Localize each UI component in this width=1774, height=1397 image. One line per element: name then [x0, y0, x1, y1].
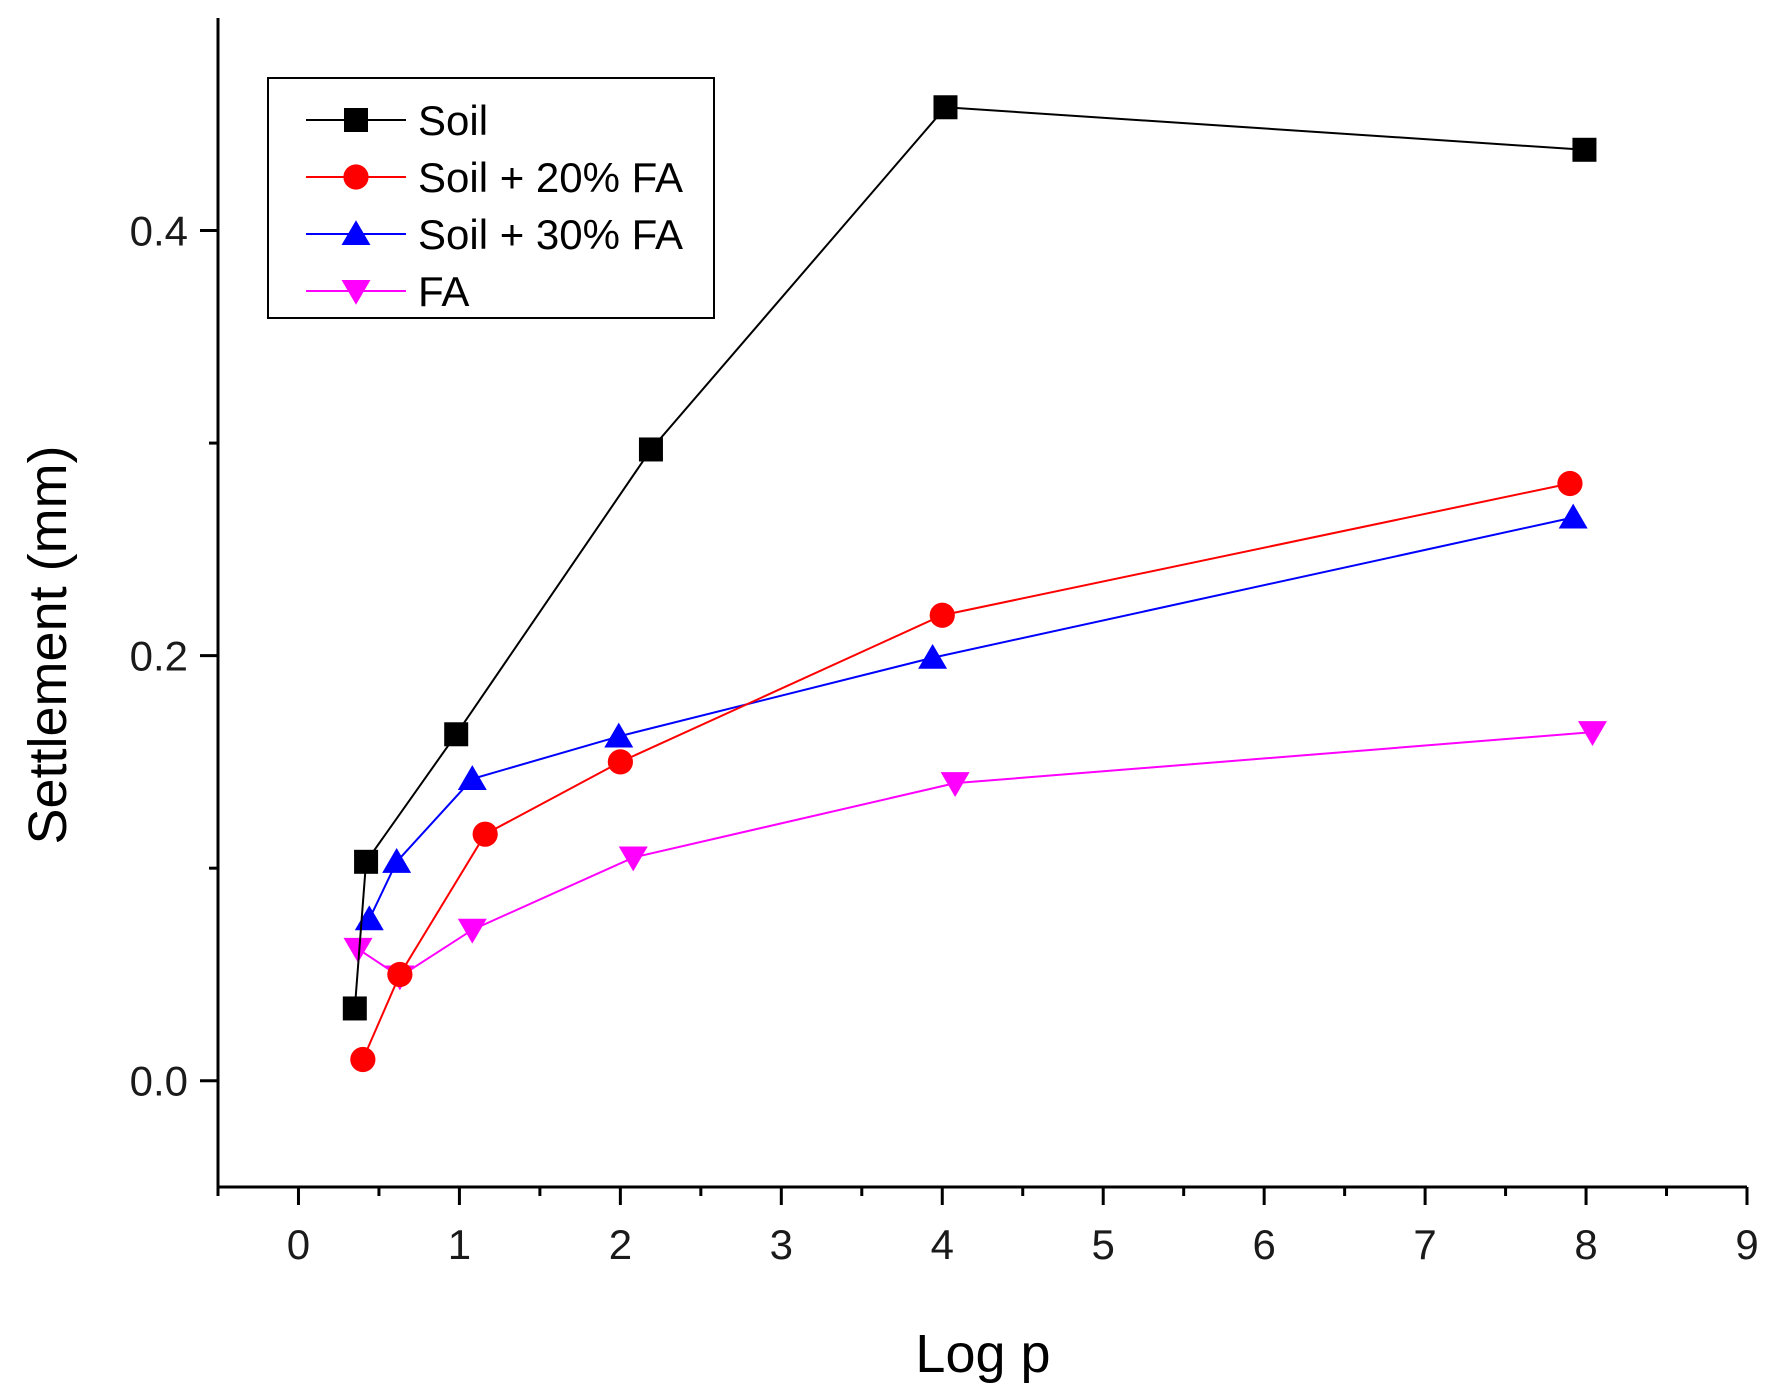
- x-tick-label: 7: [1413, 1221, 1436, 1268]
- series-layer: [342, 95, 1607, 1073]
- data-point: [1578, 721, 1607, 746]
- series-soil: [342, 95, 1597, 1021]
- data-point: [342, 996, 367, 1021]
- data-point: [1558, 503, 1588, 529]
- legend-label: FA: [418, 268, 469, 315]
- data-point: [933, 95, 958, 120]
- data-point: [472, 821, 498, 847]
- x-tick-label: 9: [1735, 1221, 1758, 1268]
- x-tick-label: 2: [609, 1221, 632, 1268]
- legend-marker: [341, 220, 371, 246]
- y-tick-label: 0.0: [130, 1058, 188, 1105]
- legend-entry: Soil + 30% FA: [306, 211, 683, 258]
- legend-label: Soil: [418, 97, 488, 144]
- legend-marker: [343, 164, 369, 190]
- legend-marker: [341, 279, 371, 305]
- data-point: [354, 905, 384, 931]
- legend: Soil Soil + 20% FA Soil + 30% FA FA: [267, 77, 715, 319]
- data-point: [929, 602, 955, 628]
- legend-entry: Soil + 20% FA: [306, 154, 683, 201]
- x-tick-label: 3: [770, 1221, 793, 1268]
- series-soil-30-fa: [354, 503, 1588, 931]
- data-point: [638, 437, 663, 462]
- x-tick-label: 5: [1092, 1221, 1115, 1268]
- data-point: [1557, 470, 1583, 497]
- x-tick-label: 6: [1252, 1221, 1275, 1268]
- data-point: [354, 849, 379, 874]
- data-point: [940, 772, 970, 797]
- data-point: [604, 722, 634, 748]
- series-line: [353, 106, 1585, 1009]
- legend-marker: [344, 108, 368, 132]
- data-point: [457, 765, 487, 790]
- data-point: [343, 937, 373, 963]
- x-tick-label: 8: [1574, 1221, 1597, 1268]
- data-point: [618, 846, 648, 872]
- y-tick-label: 0.4: [130, 208, 188, 255]
- data-point: [457, 918, 487, 944]
- data-point: [350, 1046, 376, 1073]
- x-axis-title: Log p: [915, 1324, 1050, 1384]
- legend-entry: FA: [306, 268, 469, 315]
- axes: 0 1 2 3 4 5 6 7 8 9 0.0 0.2 0.4: [130, 18, 1759, 1268]
- legend-label: Soil + 20% FA: [418, 154, 683, 201]
- y-axis-title: Settlement (mm): [18, 445, 78, 844]
- data-point: [918, 643, 948, 669]
- data-point: [444, 722, 469, 747]
- data-point: [607, 749, 633, 775]
- data-point: [387, 961, 413, 988]
- data-point: [1572, 137, 1597, 162]
- series-line: [368, 516, 1574, 920]
- data-point: [382, 848, 412, 873]
- x-tick-label: 1: [448, 1221, 471, 1268]
- x-tick-label: 4: [931, 1221, 954, 1268]
- series-line: [357, 731, 1593, 978]
- legend-entry: Soil: [306, 97, 488, 144]
- legend-box: [267, 77, 715, 319]
- series-line: [361, 482, 1571, 1060]
- series-soil-20-fa: [350, 470, 1583, 1073]
- legend-label: Soil + 30% FA: [418, 211, 683, 258]
- y-tick-label: 0.2: [130, 633, 188, 680]
- x-tick-label: 0: [287, 1221, 310, 1268]
